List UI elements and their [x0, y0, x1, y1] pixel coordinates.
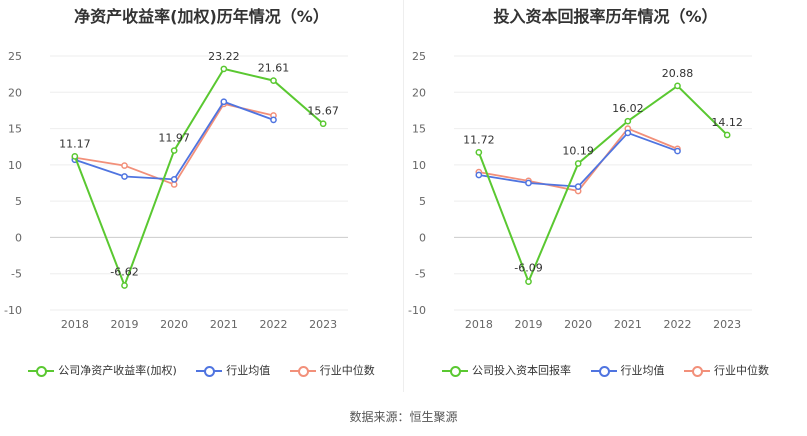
legend-swatch-company	[28, 366, 55, 377]
roic-chart: -10 -5 0 5 10 15 20 25 2018 2019 2020 2021 2022 2023 1…	[408, 50, 752, 331]
roe-chart: -10 -5 0 5 10 15 20 25 2018 2019 2020 2021 2022 2023 1…	[4, 50, 348, 331]
y-tick-label: 20	[412, 86, 426, 99]
data-point	[475, 171, 483, 179]
data-point	[270, 116, 277, 124]
panel-divider	[403, 0, 404, 392]
series-line	[478, 131, 678, 188]
series-line	[477, 84, 728, 285]
y-tick-label: -5	[415, 268, 426, 281]
data-point	[170, 147, 178, 154]
data-source-note: 数据来源：恒生聚源	[349, 410, 458, 424]
legend-swatch-industry-median	[684, 366, 710, 377]
y-tick-label: 5	[419, 195, 426, 208]
data-label: 11.17	[59, 137, 91, 150]
data-point	[170, 176, 178, 183]
roic-chart-panel: 投入资本回报率历年情况（%） -10 -5 0 5 10 15 20 25 2018 2019 20…	[404, 0, 807, 392]
data-point	[121, 162, 128, 169]
x-tick-label: 2018	[61, 318, 89, 331]
y-tick-label: 10	[412, 159, 426, 172]
y-tick-label: 0	[15, 231, 22, 244]
x-tick-label: 2023	[309, 318, 337, 331]
legend-item-industry-avg[interactable]: 行业均值	[196, 362, 270, 378]
data-point	[121, 282, 128, 289]
data-point	[574, 160, 582, 167]
y-tick-label: 15	[412, 123, 426, 136]
y-tick-label: 25	[8, 50, 22, 63]
y-tick-label: 15	[8, 123, 22, 136]
legend-swatch-industry-median	[289, 366, 316, 377]
legend-swatch-company	[442, 366, 468, 377]
data-point	[525, 278, 532, 285]
data-label: 16.02	[612, 102, 644, 115]
legend-swatch-industry-avg	[590, 366, 617, 377]
data-point	[319, 120, 327, 128]
y-tick-label: 5	[15, 195, 22, 208]
x-tick-label: 2020	[160, 318, 188, 331]
data-label: -6.62	[110, 265, 138, 278]
chart-title: 净资产收益率(加权)历年情况（%）	[74, 7, 329, 26]
data-point	[574, 183, 582, 190]
data-label: 20.88	[662, 67, 694, 80]
x-tick-label: 2021	[614, 318, 642, 331]
data-label: 23.22	[208, 50, 240, 63]
data-point	[525, 179, 532, 187]
data-point	[270, 77, 277, 84]
y-tick-label: -10	[4, 304, 22, 317]
data-label: 10.19	[562, 144, 594, 157]
x-tick-label: 2022	[260, 318, 288, 331]
legend-label: 行业中位数	[319, 364, 375, 377]
data-point	[723, 131, 731, 139]
data-point	[674, 147, 681, 155]
data-label: 14.12	[711, 116, 743, 129]
y-tick-label: -5	[11, 268, 22, 281]
legend-item-industry-median[interactable]: 行业中位数	[289, 362, 375, 378]
legend-label: 公司投入资本回报率	[472, 364, 571, 377]
x-tick-label: 2021	[210, 318, 238, 331]
x-tick-label: 2019	[111, 318, 139, 331]
data-point	[220, 65, 228, 73]
x-tick-label: 2018	[465, 318, 493, 331]
data-label: 15.67	[307, 105, 339, 118]
chart-legend: 公司投入资本回报率 行业均值 行业中位数	[404, 362, 807, 378]
x-tick-label: 2022	[664, 318, 692, 331]
y-tick-label: -10	[408, 304, 426, 317]
x-tick-label: 2019	[515, 318, 543, 331]
data-point	[121, 173, 128, 180]
y-tick-label: 10	[8, 159, 22, 172]
data-label: 21.61	[258, 62, 290, 75]
series-line	[73, 67, 324, 289]
legend-label: 行业均值	[620, 364, 665, 377]
chart-title: 投入资本回报率历年情况（%）	[493, 7, 718, 26]
legend-item-industry-median[interactable]: 行业中位数	[684, 362, 769, 378]
data-point	[674, 82, 681, 90]
data-label: 11.72	[463, 133, 495, 146]
legend-item-company[interactable]: 公司投入资本回报率	[442, 362, 571, 378]
legend-item-company[interactable]: 公司净资产收益率(加权)	[28, 362, 177, 378]
y-tick-label: 20	[8, 86, 22, 99]
roe-chart-panel: 净资产收益率(加权)历年情况（%） -10 -5 0 5 10 15 20 25 2018 201…	[0, 0, 403, 392]
data-point	[71, 153, 79, 160]
legend-item-industry-avg[interactable]: 行业均值	[590, 362, 665, 378]
legend-label: 公司净资产收益率(加权)	[58, 364, 177, 377]
data-label: 11.97	[158, 132, 190, 145]
data-point	[220, 98, 228, 106]
legend-label: 行业中位数	[714, 364, 769, 377]
data-label: -6.09	[514, 262, 542, 275]
x-tick-label: 2020	[564, 318, 592, 331]
x-tick-label: 2023	[713, 318, 741, 331]
y-tick-label: 0	[419, 231, 426, 244]
series-line	[478, 127, 678, 192]
data-point	[624, 129, 632, 137]
legend-label: 行业均值	[226, 364, 271, 377]
data-point	[624, 117, 632, 125]
chart-legend: 公司净资产收益率(加权) 行业均值 行业中位数	[0, 362, 403, 378]
legend-swatch-industry-avg	[196, 366, 223, 377]
y-tick-label: 25	[412, 50, 426, 63]
data-point	[475, 149, 483, 156]
